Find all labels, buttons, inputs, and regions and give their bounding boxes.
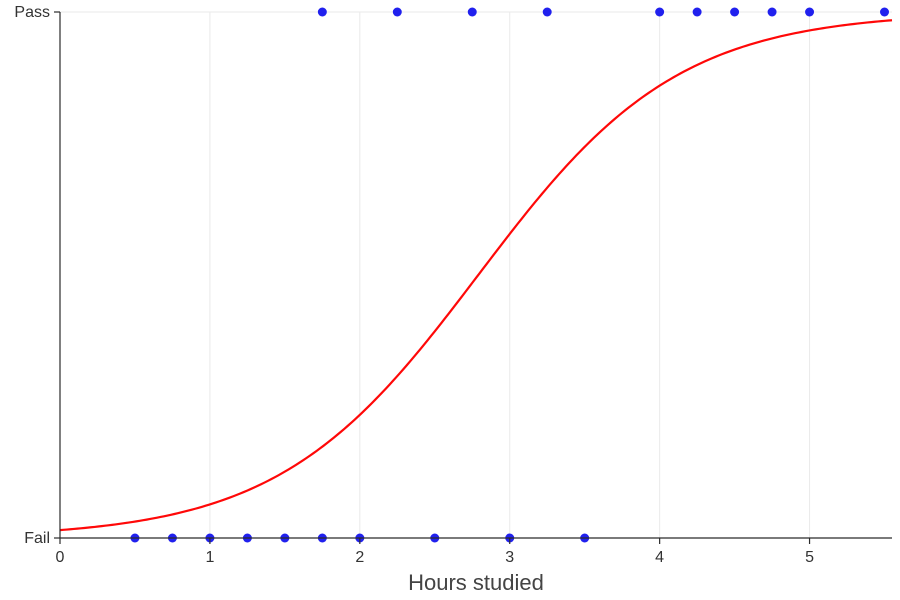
data-point [318,8,327,17]
data-point [805,8,814,17]
x-tick-label: 0 [56,549,65,566]
x-axis-label: Hours studied [408,570,544,595]
data-point [880,8,889,17]
x-tick-label: 5 [805,549,814,566]
y-tick-label: Pass [14,4,50,21]
x-tick-label: 4 [655,549,664,566]
data-point [543,8,552,17]
y-tick-label: Fail [24,530,50,547]
x-tick-label: 1 [205,549,214,566]
data-point [693,8,702,17]
data-point [768,8,777,17]
logistic-regression-chart: 0 1 2 3 4 5 Fail Pass Hours studied [0,0,900,600]
data-point [393,8,402,17]
data-point [730,8,739,17]
data-point [655,8,664,17]
data-point [468,8,477,17]
x-tick-label: 2 [355,549,364,566]
chart-bg [0,0,900,600]
chart-svg: 0 1 2 3 4 5 Fail Pass Hours studied [0,0,900,600]
x-tick-label: 3 [505,549,514,566]
